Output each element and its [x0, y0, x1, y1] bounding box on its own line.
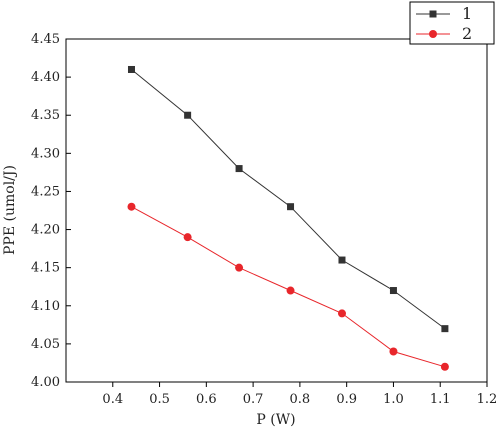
series-1-point: [127, 65, 135, 73]
y-tick-label: 4.30: [31, 146, 60, 161]
y-tick-label: 4.25: [31, 184, 60, 199]
legend-label-2: 2: [462, 24, 472, 43]
series-2-point: [440, 362, 449, 371]
legend-box: [409, 1, 495, 45]
y-axis-title: PPE (umol/J): [2, 165, 18, 255]
legend: 1 2: [409, 1, 495, 45]
series-2-point: [235, 263, 244, 272]
x-tick-label: 1.0: [383, 392, 404, 407]
y-tick-label: 4.15: [31, 261, 60, 276]
series-1-point: [235, 165, 243, 173]
legend-marker-2: [429, 30, 437, 38]
series-1-point: [287, 203, 295, 211]
series-layer: [127, 65, 449, 371]
y-tick-label: 4.20: [31, 223, 60, 238]
x-tick-label: 1.2: [477, 392, 498, 407]
series-2-point: [337, 309, 346, 318]
series-2-point: [183, 233, 192, 242]
y-tick-label: 4.40: [31, 70, 60, 85]
y-axis-ticks: 4.00 4.05 4.10 4.15 4.20 4.25 4.30 4.35 4.40 4.45: [31, 32, 71, 390]
x-axis-ticks: 0.4 0.5 0.6 0.7 0.8 0.9 1.0 1.1 1.2: [102, 382, 497, 407]
series-1-point: [338, 256, 346, 264]
legend-label-1: 1: [462, 4, 472, 23]
series-2-point: [127, 202, 136, 211]
series-2-line: [131, 206, 446, 368]
y-tick-label: 4.00: [31, 375, 60, 390]
x-axis-title: P (W): [256, 412, 295, 428]
x-tick-label: 1.1: [430, 392, 451, 407]
legend-marker-1: [429, 10, 437, 18]
x-tick-label: 0.4: [102, 392, 123, 407]
plot-frame: [65, 38, 488, 383]
x-tick-label: 0.8: [290, 392, 311, 407]
series-1-point: [184, 111, 192, 119]
x-tick-label: 0.9: [336, 392, 357, 407]
x-tick-label: 0.7: [243, 392, 264, 407]
series-2-point: [286, 286, 295, 295]
y-tick-label: 4.35: [31, 108, 60, 123]
series-1-point: [389, 287, 397, 295]
x-tick-label: 0.6: [196, 392, 217, 407]
series-2-point: [389, 347, 398, 356]
y-tick-label: 4.45: [31, 32, 60, 47]
y-tick-label: 4.10: [31, 299, 60, 314]
x-tick-label: 0.5: [149, 392, 170, 407]
y-tick-label: 4.05: [31, 337, 60, 352]
series-1-point: [441, 325, 449, 333]
